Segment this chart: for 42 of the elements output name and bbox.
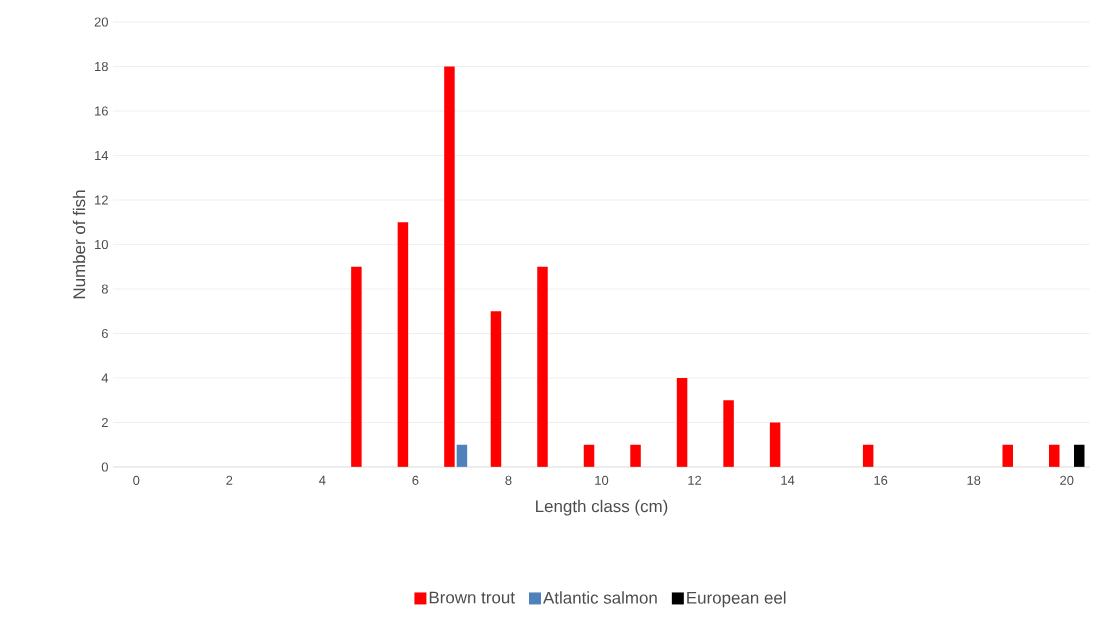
y-tick-label: 16 — [95, 106, 108, 116]
x-tick-label: 14 — [781, 475, 795, 485]
x-tick-label: 12 — [688, 475, 702, 485]
legend-label: Atlantic salmon — [543, 591, 657, 604]
y-tick-label: 12 — [95, 195, 108, 205]
x-tick-label: 2 — [226, 475, 233, 485]
bar — [1049, 444, 1060, 467]
y-tick-label: 8 — [101, 284, 108, 294]
bar — [723, 400, 734, 467]
y-tick-label: 6 — [101, 328, 108, 339]
x-tick-label: 20 — [1060, 475, 1074, 485]
bar — [456, 444, 468, 467]
bar — [1073, 444, 1085, 467]
x-tick-label: 18 — [967, 475, 981, 485]
x-tick-label: 6 — [412, 475, 419, 485]
y-tick-label: 4 — [101, 373, 109, 383]
legend-label: Brown trout — [429, 591, 515, 604]
y-tick-label: 14 — [95, 151, 109, 160]
x-axis-title: Length class (cm) — [536, 499, 668, 516]
legend-label: European eel — [687, 591, 786, 608]
y-tick-label: 18 — [95, 61, 108, 72]
x-tick-label: 8 — [505, 475, 512, 485]
bar — [630, 444, 641, 467]
y-tick-label: 20 — [94, 17, 108, 27]
bar — [397, 222, 409, 467]
bar — [1002, 444, 1013, 467]
bar — [862, 444, 874, 467]
bar — [676, 378, 688, 467]
x-tick-label: 0 — [133, 475, 140, 485]
bar — [583, 444, 595, 467]
bar — [537, 266, 548, 467]
y-tick-label: 0 — [101, 462, 108, 472]
x-tick-label: 16 — [874, 475, 888, 485]
x-tick-label: 10 — [595, 475, 609, 485]
y-tick-label: 10 — [95, 239, 108, 250]
x-tick-label: 4 — [319, 475, 326, 485]
bar — [769, 422, 781, 467]
bar — [444, 66, 455, 467]
bar — [490, 311, 502, 467]
y-tick-label: 2 — [101, 417, 108, 428]
bar — [351, 266, 362, 467]
y-axis-title: Number of fish — [72, 190, 86, 299]
